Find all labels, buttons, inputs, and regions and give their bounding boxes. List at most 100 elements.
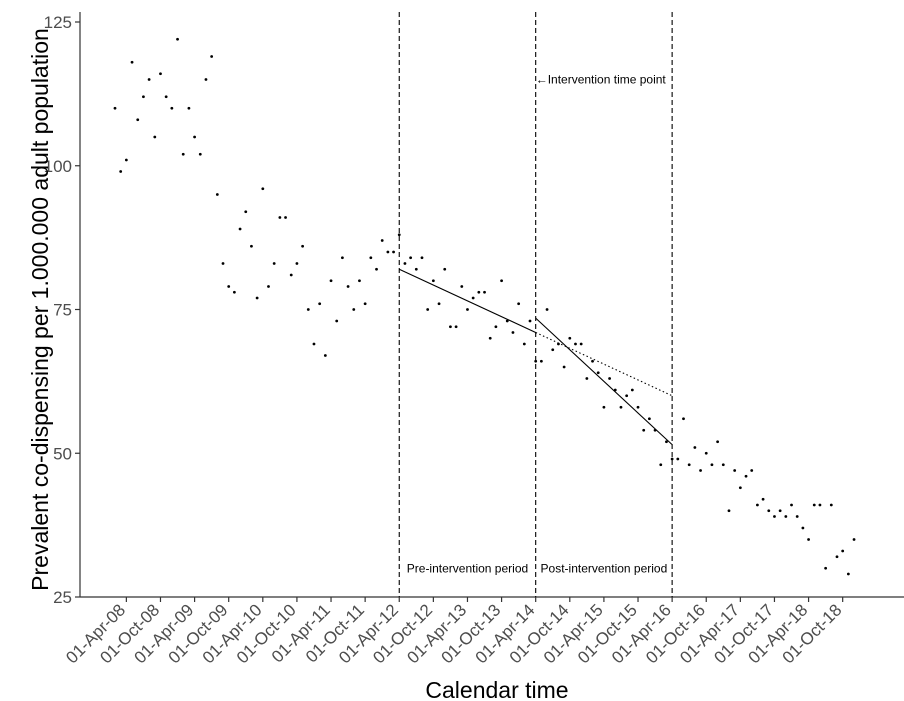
data-point: [710, 463, 714, 467]
data-point: [136, 118, 140, 122]
data-point: [289, 273, 293, 277]
data-point: [767, 509, 771, 513]
data-point: [738, 486, 742, 490]
fitted-trend-line: [535, 317, 673, 446]
data-point: [602, 405, 606, 409]
data-point: [835, 555, 839, 559]
counterfactual-trend-line: [535, 332, 673, 397]
data-point: [449, 325, 452, 329]
data-point: [716, 440, 720, 444]
y-tick-label: 50: [53, 444, 72, 463]
data-point: [733, 469, 737, 472]
data-point: [721, 463, 725, 467]
data-point: [227, 285, 231, 288]
data-point: [318, 302, 322, 306]
data-point: [522, 342, 526, 346]
data-point: [756, 503, 759, 507]
data-point: [630, 388, 634, 392]
data-point: [494, 325, 498, 329]
data-point: [193, 135, 196, 139]
data-point: [403, 262, 407, 265]
data-point: [210, 55, 214, 58]
data-point: [574, 342, 577, 346]
data-point: [801, 526, 805, 530]
data-point: [238, 227, 242, 231]
data-point: [619, 405, 623, 409]
data-point: [505, 319, 509, 323]
data-point: [653, 428, 657, 432]
fitted-trend-line: [399, 268, 536, 333]
data-point: [369, 256, 373, 260]
data-point: [488, 336, 492, 340]
data-point: [647, 417, 651, 421]
data-point: [608, 377, 611, 380]
data-point: [784, 515, 788, 518]
data-point: [170, 106, 174, 110]
data-point: [159, 72, 162, 76]
data-point: [176, 37, 179, 41]
data-point: [625, 394, 629, 398]
data-point: [409, 256, 413, 260]
data-point: [824, 566, 828, 570]
data-point: [397, 233, 401, 237]
data-point: [773, 515, 776, 518]
data-point: [130, 60, 134, 64]
data-point: [818, 503, 822, 507]
data-point: [386, 250, 390, 254]
data-point: [852, 538, 856, 541]
data-point: [119, 170, 123, 173]
y-tick-label: 25: [53, 588, 72, 607]
data-point: [761, 497, 765, 501]
data-point: [636, 405, 640, 409]
y-tick-label: 75: [53, 301, 72, 320]
data-point: [341, 256, 344, 260]
data-point: [687, 463, 691, 467]
data-point: [352, 308, 356, 311]
data-point: [261, 187, 265, 191]
data-point: [443, 267, 447, 271]
data-point: [113, 106, 117, 110]
data-point: [380, 239, 384, 242]
data-point: [471, 296, 475, 300]
data-point: [454, 325, 458, 329]
data-point: [517, 302, 521, 306]
data-point: [693, 446, 697, 449]
data-point: [511, 331, 515, 334]
data-point: [534, 359, 538, 363]
data-point: [204, 78, 208, 81]
data-point: [431, 279, 435, 283]
data-point: [301, 244, 305, 248]
data-point: [562, 365, 566, 369]
data-point: [665, 440, 668, 444]
data-point: [579, 342, 583, 346]
data-point: [613, 388, 617, 392]
data-point: [147, 78, 151, 81]
data-point: [437, 302, 441, 306]
data-point: [295, 262, 299, 265]
data-point: [699, 469, 702, 472]
data-point: [363, 302, 367, 306]
y-tick-label: 125: [44, 13, 72, 32]
data-point: [812, 503, 816, 507]
data-point: [500, 279, 503, 283]
x-axis-title: Calendar time: [425, 677, 568, 701]
data-point: [682, 417, 685, 421]
data-point: [744, 474, 748, 478]
data-point: [778, 509, 782, 513]
data-point: [466, 308, 469, 311]
data-point: [750, 469, 754, 472]
data-point: [153, 135, 157, 139]
data-point: [414, 267, 418, 271]
data-point: [420, 256, 424, 260]
data-point: [335, 319, 339, 323]
data-point: [528, 319, 532, 323]
data-point: [181, 152, 185, 156]
data-point: [795, 515, 799, 518]
data-point: [659, 463, 663, 467]
data-point: [312, 342, 316, 346]
data-point: [232, 290, 236, 294]
data-point: [244, 210, 248, 214]
data-point: [255, 296, 259, 300]
data-point: [426, 308, 430, 311]
